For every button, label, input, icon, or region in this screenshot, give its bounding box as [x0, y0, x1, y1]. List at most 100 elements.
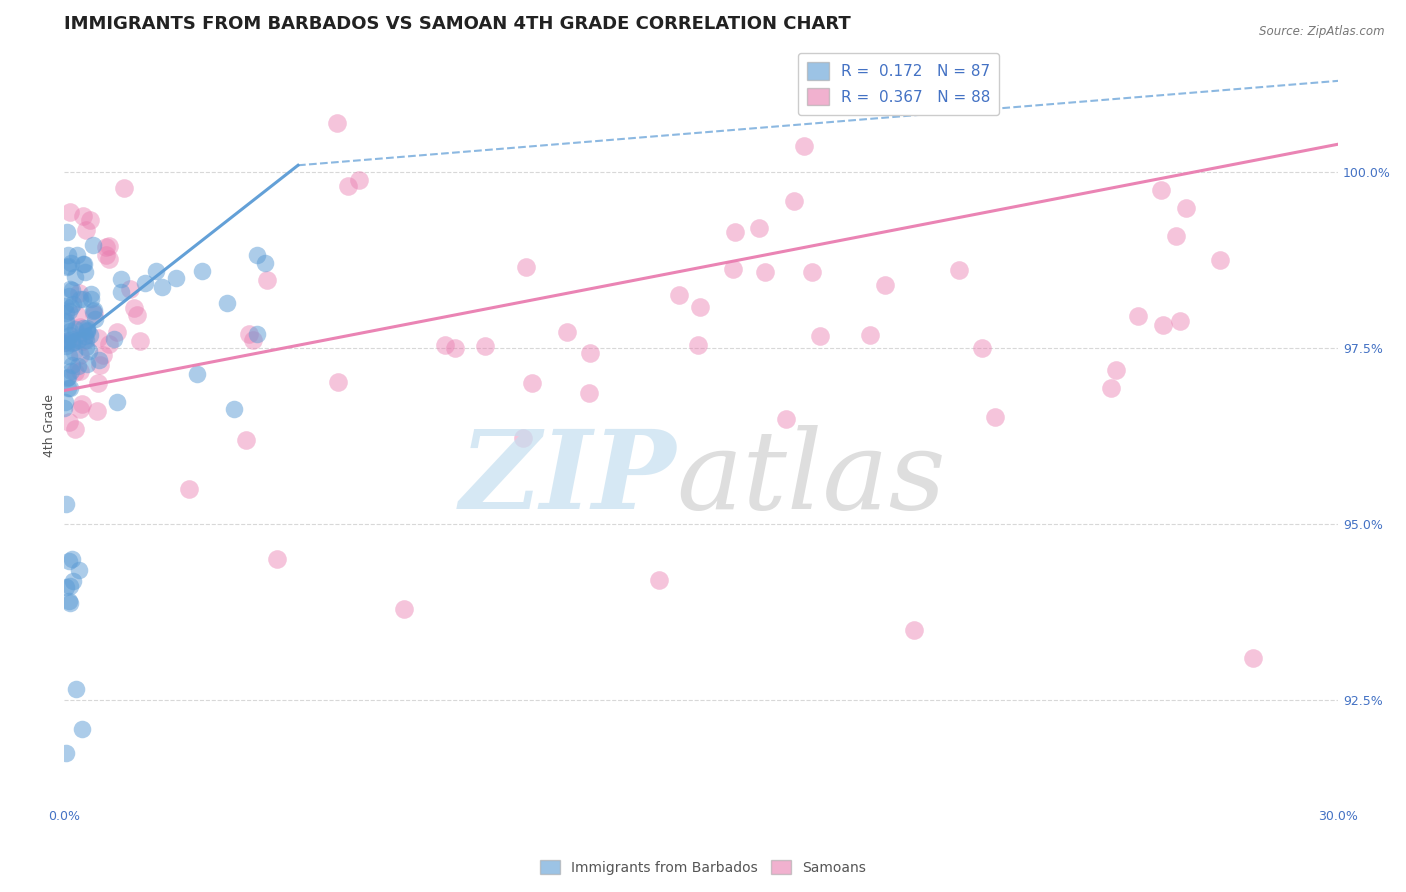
Point: [86, 404, 108, 418]
Point: [60, 551, 83, 566]
Point: [222, 401, 245, 416]
Point: [801, 265, 824, 279]
Point: [59, 328, 82, 343]
Point: [970, 341, 993, 355]
Point: [72, 209, 94, 223]
Point: [58, 289, 80, 303]
Point: [79, 328, 101, 343]
Point: [62, 297, 84, 311]
Point: [186, 368, 208, 382]
Point: [55, 335, 77, 350]
Point: [76, 357, 98, 371]
Point: [754, 265, 776, 279]
Point: [53, 401, 76, 415]
Point: [689, 301, 711, 315]
Point: [55, 746, 77, 760]
Point: [84, 312, 107, 326]
Point: [76, 324, 98, 338]
Point: [555, 325, 578, 339]
Point: [75, 340, 97, 354]
Point: [105, 325, 128, 339]
Text: ZIP: ZIP: [460, 425, 676, 533]
Point: [107, 395, 129, 409]
Point: [56, 381, 79, 395]
Point: [67, 286, 90, 301]
Point: [1152, 318, 1174, 333]
Legend: Immigrants from Barbados, Samoans: Immigrants from Barbados, Samoans: [534, 855, 872, 880]
Point: [66, 359, 89, 373]
Point: [63, 422, 86, 436]
Point: [520, 376, 543, 391]
Point: [724, 225, 747, 239]
Point: [668, 288, 690, 302]
Point: [69, 292, 91, 306]
Point: [70, 397, 93, 411]
Point: [873, 278, 896, 293]
Point: [903, 623, 925, 637]
Point: [53, 299, 76, 313]
Point: [578, 386, 600, 401]
Point: [72, 257, 94, 271]
Point: [60, 300, 83, 314]
Point: [1105, 363, 1128, 377]
Point: [76, 323, 98, 337]
Point: [1150, 183, 1173, 197]
Point: [56, 333, 79, 347]
Point: [56, 260, 79, 274]
Point: [134, 276, 156, 290]
Point: [1168, 314, 1191, 328]
Point: [984, 409, 1007, 424]
Point: [1174, 201, 1197, 215]
Point: [1164, 229, 1187, 244]
Point: [246, 326, 269, 341]
Point: [77, 344, 100, 359]
Point: [578, 346, 600, 360]
Point: [165, 271, 187, 285]
Point: [75, 265, 97, 279]
Point: [82, 237, 104, 252]
Point: [60, 336, 83, 351]
Point: [859, 328, 882, 343]
Point: [56, 370, 79, 384]
Point: [129, 334, 152, 349]
Point: [67, 333, 90, 347]
Point: [63, 334, 86, 349]
Point: [238, 326, 260, 341]
Point: [58, 204, 80, 219]
Point: [56, 247, 79, 261]
Point: [98, 252, 121, 266]
Point: [83, 302, 105, 317]
Point: [66, 248, 89, 262]
Point: [948, 262, 970, 277]
Point: [326, 116, 349, 130]
Point: [63, 269, 86, 284]
Point: [55, 581, 77, 595]
Point: [75, 333, 97, 347]
Point: [69, 320, 91, 334]
Point: [58, 304, 80, 318]
Point: [1099, 381, 1122, 395]
Point: [152, 280, 174, 294]
Point: [62, 574, 84, 589]
Point: [122, 301, 145, 315]
Point: [83, 307, 105, 321]
Point: [191, 264, 214, 278]
Point: [58, 554, 80, 568]
Point: [60, 255, 83, 269]
Point: [748, 220, 770, 235]
Point: [55, 370, 77, 384]
Point: [512, 431, 534, 445]
Point: [58, 416, 80, 430]
Point: [474, 339, 496, 353]
Point: [60, 284, 83, 298]
Point: [59, 381, 82, 395]
Point: [112, 181, 135, 195]
Point: [94, 240, 117, 254]
Point: [782, 194, 804, 208]
Text: IMMIGRANTS FROM BARBADOS VS SAMOAN 4TH GRADE CORRELATION CHART: IMMIGRANTS FROM BARBADOS VS SAMOAN 4TH G…: [65, 15, 851, 33]
Point: [648, 574, 671, 588]
Point: [125, 308, 148, 322]
Point: [75, 223, 97, 237]
Point: [72, 293, 94, 307]
Point: [59, 579, 82, 593]
